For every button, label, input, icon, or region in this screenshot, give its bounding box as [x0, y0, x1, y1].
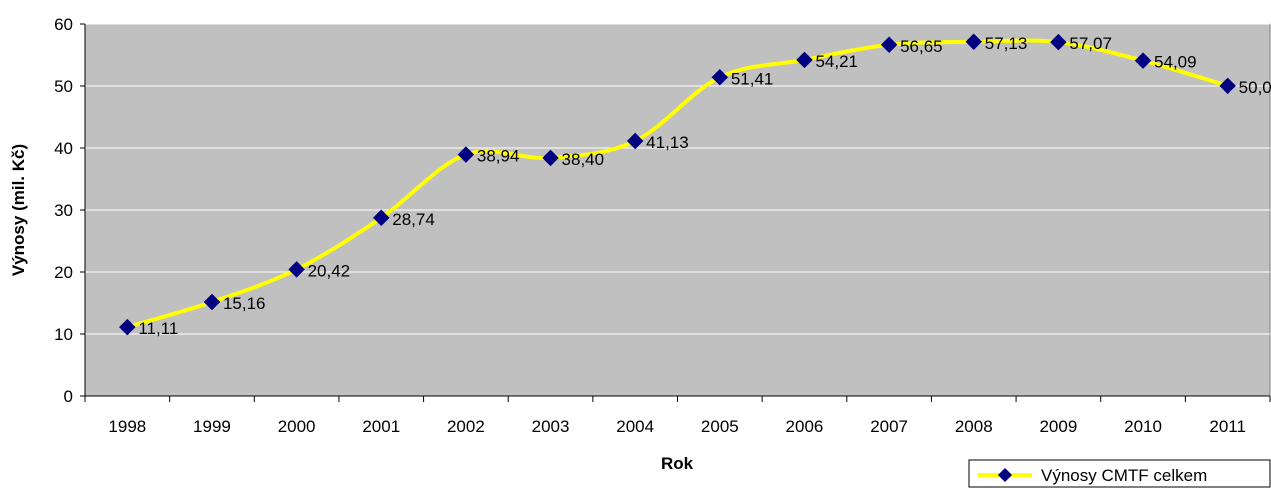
data-label: 57,13: [985, 34, 1028, 53]
data-label: 38,94: [477, 147, 520, 166]
y-tick-label: 40: [54, 139, 73, 158]
legend: Výnosy CMTF celkem: [968, 459, 1271, 488]
data-point-marker: [1219, 77, 1237, 95]
x-tick-label: 2008: [955, 417, 993, 436]
y-tick-label: 60: [54, 15, 73, 34]
y-tick-label: 10: [54, 325, 73, 344]
data-point-marker: [118, 318, 136, 336]
x-tick-label: 2010: [1124, 417, 1162, 436]
data-point-marker: [711, 68, 729, 86]
data-point-marker: [203, 293, 221, 311]
data-point-marker: [1134, 52, 1152, 69]
data-label: 57,07: [1069, 34, 1112, 53]
data-point-marker: [288, 261, 305, 278]
data-label: 54,09: [1154, 53, 1197, 72]
data-point-marker: [880, 36, 898, 54]
legend-label: Výnosy CMTF celkem: [1041, 466, 1207, 485]
x-axis-title: Rok: [661, 454, 694, 473]
x-tick-label: 2011: [1209, 417, 1246, 436]
x-tick-label: 2004: [616, 417, 654, 436]
x-axis-ticks: 1998 1999 2000 2001 2002 2003 2004 2005 2006 2007…: [84, 396, 1271, 436]
data-label: 50,02: [1239, 78, 1271, 97]
data-labels: 11,11 15,16 20,42 28,74 38,94 38,40 41,13 51,41…: [138, 34, 1271, 338]
data-point-marker: [796, 51, 813, 69]
y-tick-label: 20: [54, 263, 73, 282]
x-tick-label: 2006: [786, 417, 824, 436]
data-point-marker: [626, 132, 644, 150]
data-point-marker: [965, 33, 983, 51]
x-tick-label: 1999: [193, 417, 231, 436]
data-label: 51,41: [731, 69, 774, 88]
x-tick-label: 2001: [362, 417, 400, 436]
series-line: [125, 38, 1230, 330]
data-point-marker: [542, 149, 559, 167]
y-tick-label: 50: [54, 77, 73, 96]
x-tick-label: 2009: [1039, 417, 1077, 436]
data-label: 15,16: [223, 294, 266, 313]
x-tick-label: 2000: [278, 417, 316, 436]
x-tick-label: 2003: [532, 417, 570, 436]
y-axis-title: Výnosy (mil. Kč): [9, 144, 28, 276]
data-label: 11,11: [138, 319, 178, 338]
x-tick-label: 1998: [108, 417, 146, 436]
data-label: 28,74: [392, 210, 435, 229]
data-label: 20,42: [308, 261, 351, 280]
x-tick-label: 2005: [701, 417, 739, 436]
data-label: 54,21: [815, 52, 858, 71]
data-label: 41,13: [646, 133, 689, 152]
legend-marker-swatch: [998, 468, 1012, 482]
legend-box: [968, 459, 1271, 488]
x-tick-label: 2002: [447, 417, 485, 436]
data-label: 56,65: [900, 37, 943, 56]
gridlines: [85, 23, 1270, 335]
y-axis-ticks: 0 10 20 30 40 50 60: [54, 15, 85, 406]
data-point-marker: [372, 209, 390, 227]
data-point-marker: [1050, 33, 1067, 51]
y-tick-label: 30: [54, 201, 73, 220]
data-label: 38,40: [562, 150, 605, 169]
x-tick-label: 2007: [870, 417, 908, 436]
y-tick-label: 0: [64, 387, 73, 406]
series-group: [118, 33, 1237, 336]
data-point-marker: [457, 146, 475, 163]
